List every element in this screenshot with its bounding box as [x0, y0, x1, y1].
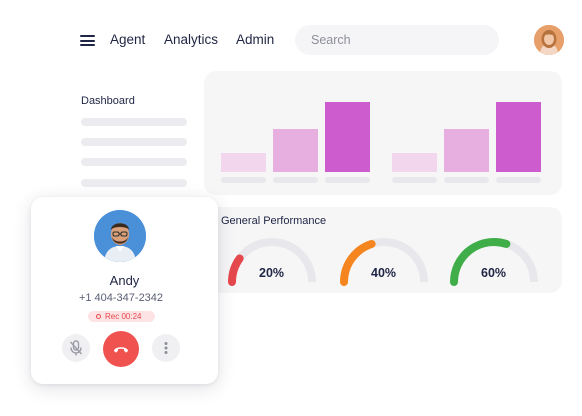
caller-name: Andy: [109, 273, 140, 288]
caller-phone: +1 404-347-2342: [78, 292, 164, 304]
sidebar-skeleton-item: [81, 158, 187, 166]
gauge-1: [228, 238, 316, 286]
chart-bar-label-placeholder: [496, 177, 541, 183]
caller-avatar-icon: [94, 210, 146, 262]
chart-bar: [392, 153, 437, 172]
chart-bar: [444, 129, 489, 172]
chart-bar: [325, 102, 370, 172]
nav-admin[interactable]: Admin: [236, 32, 275, 47]
phone-hangup-icon: [114, 347, 128, 353]
nav-analytics[interactable]: Analytics: [164, 32, 219, 47]
mic-off-icon: [69, 340, 83, 356]
chart-bar: [221, 153, 266, 172]
record-icon: [96, 314, 101, 319]
recording-badge: Rec 00:24: [88, 311, 155, 322]
hangup-button[interactable]: [103, 331, 139, 367]
search-placeholder: Search: [311, 33, 351, 47]
chart-bar: [496, 102, 541, 172]
menu-line: [80, 44, 95, 46]
gauge-value-arc: [450, 238, 511, 286]
gauge-value-arc: [228, 254, 244, 286]
hamburger-menu-icon[interactable]: [80, 35, 95, 46]
chart-bar-label-placeholder: [273, 177, 318, 183]
performance-title: General Performance: [221, 215, 327, 227]
mute-button[interactable]: [62, 334, 90, 362]
chart-bar-label-placeholder: [392, 177, 437, 183]
sidebar-title: Dashboard: [81, 95, 135, 107]
sidebar-skeleton-item: [81, 179, 187, 187]
sidebar-skeleton-item: [81, 118, 187, 126]
performance-card: [204, 207, 562, 293]
more-vertical-icon: [164, 342, 168, 354]
more-options-button[interactable]: [152, 334, 180, 362]
sidebar-skeleton-item: [81, 138, 187, 146]
user-avatar[interactable]: [534, 25, 564, 55]
gauge-value-label: 60%: [481, 266, 507, 280]
bar-chart-card: [204, 71, 562, 195]
chart-bar: [273, 129, 318, 172]
user-avatar-icon: [534, 25, 564, 55]
nav-agent[interactable]: Agent: [110, 32, 146, 47]
search-input[interactable]: Search: [295, 25, 499, 55]
gauge-value-label: 40%: [371, 266, 397, 280]
chart-bar-label-placeholder: [444, 177, 489, 183]
gauge-value-arc: [340, 239, 376, 286]
chart-bar-label-placeholder: [325, 177, 370, 183]
gauge-2: [340, 238, 428, 286]
gauge-3: [450, 238, 538, 286]
gauge-value-label: 20%: [259, 266, 285, 280]
recording-time: Rec 00:24: [105, 312, 142, 321]
chart-bar-label-placeholder: [221, 177, 266, 183]
caller-avatar: [94, 210, 146, 262]
menu-line: [80, 35, 95, 37]
menu-line: [80, 39, 95, 42]
